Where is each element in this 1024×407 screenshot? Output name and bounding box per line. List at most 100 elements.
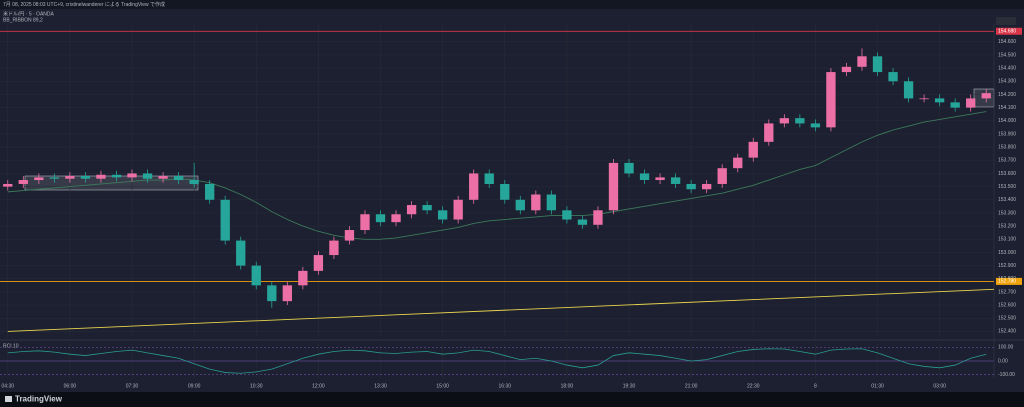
candle-body (966, 98, 976, 108)
candle-body (841, 66, 852, 73)
candle-body (220, 199, 230, 241)
y-tick-label: 152.600 (998, 302, 1016, 308)
candle-body (298, 270, 308, 286)
candle-body (748, 141, 758, 158)
candle-body (888, 72, 898, 82)
candle-body (717, 168, 727, 184)
chart-subtitle: 7月 08, 2025 08:03 UTC+9, cristinelwander… (3, 1, 165, 8)
candle-body (469, 173, 479, 200)
candle-body (437, 210, 448, 220)
x-tick-label: 21:00 (685, 383, 698, 389)
y-tick-label: 153.100 (998, 237, 1016, 243)
candle-body (779, 118, 789, 124)
x-tick-label: 04:30 (2, 383, 15, 389)
x-tick-label: 22:30 (747, 383, 760, 389)
rci-tick-label: 100.00 (998, 345, 1014, 351)
candle-body (111, 174, 122, 178)
candle-body (826, 72, 836, 128)
x-tick-label: 07:30 (126, 383, 139, 389)
ma-line (7, 111, 987, 240)
logo-icon (5, 396, 12, 402)
candle-body (919, 98, 929, 100)
candle-body (872, 56, 883, 73)
currency-button[interactable] (996, 17, 1016, 25)
candle-body (360, 214, 370, 231)
candle-body (422, 205, 432, 211)
candle-body (282, 285, 292, 302)
x-tick-label: 03:00 (933, 383, 946, 389)
chart-title: 米ドル/円 · 5 · OANDA (3, 10, 55, 17)
candle-body (49, 177, 60, 179)
candle-body (531, 194, 541, 211)
rci-tick-label: 0.00 (998, 358, 1008, 364)
candle-body (857, 56, 867, 67)
candle-body (80, 176, 91, 179)
y-tick-label: 153.900 (998, 131, 1016, 137)
candle-body (702, 183, 712, 190)
y-tick-label: 153.300 (998, 210, 1016, 216)
y-tick-label: 154.000 (998, 118, 1016, 124)
candle-body (686, 183, 696, 190)
y-tick-label: 154.600 (998, 39, 1016, 45)
x-tick-label: 18:00 (561, 383, 574, 389)
candle-body (391, 214, 401, 223)
candle-body (34, 177, 44, 181)
trendline (7, 288, 995, 332)
candle-body (515, 199, 525, 211)
candle-body (593, 210, 603, 225)
candle-body (950, 102, 960, 108)
candle-body (158, 176, 168, 179)
candle-body (484, 173, 494, 184)
y-tick-label: 153.400 (998, 197, 1016, 203)
y-tick-label: 153.600 (998, 171, 1016, 177)
y-tick-label: 154.500 (998, 52, 1016, 58)
candle-body (810, 123, 821, 128)
candle-body (795, 118, 805, 124)
candle-body (981, 93, 991, 99)
candle-body (142, 173, 153, 179)
candle-body (236, 240, 246, 266)
y-tick-label: 153.500 (998, 184, 1016, 190)
price-tag-label: 152.780 (998, 279, 1016, 285)
price-tag (996, 277, 1022, 285)
candle-body (251, 265, 261, 286)
candle-body (18, 180, 28, 184)
candle-body (344, 230, 355, 241)
x-tick-label: 01:30 (871, 383, 884, 389)
y-tick-label: 152.900 (998, 263, 1016, 269)
logo-text: TradingView (15, 395, 63, 404)
candle-body (733, 157, 743, 169)
x-tick-label: 8 (814, 383, 817, 389)
x-tick-label: 06:00 (64, 383, 77, 389)
x-tick-label: 09:00 (188, 383, 201, 389)
candle-body (764, 123, 774, 142)
header-bar (0, 0, 1024, 9)
candle-body (406, 205, 417, 215)
candle-body (500, 183, 510, 200)
x-tick-label: 16:30 (499, 383, 512, 389)
candle-body (903, 81, 914, 99)
candle-body (375, 214, 386, 223)
candle-body (127, 173, 137, 178)
rci-tick-label: -100.00 (998, 372, 1015, 378)
price-tag-label: 154.680 (998, 29, 1016, 35)
x-tick-label: 13:30 (374, 383, 387, 389)
candle-body (577, 219, 588, 225)
candle-body (313, 255, 324, 271)
footer-bar (0, 392, 1024, 407)
candle-body (205, 183, 215, 200)
y-tick-label: 154.300 (998, 79, 1016, 85)
price-tag (996, 27, 1022, 35)
x-tick-label: 10:30 (250, 383, 263, 389)
candle-body (329, 240, 339, 256)
candle-body (934, 98, 945, 103)
candle-body (670, 177, 681, 184)
candle-body (608, 162, 619, 211)
candle-body (655, 177, 665, 181)
x-tick-label: 15:00 (436, 383, 449, 389)
x-tick-label: 12:00 (312, 383, 325, 389)
candle-body (546, 194, 557, 211)
candle-body (65, 176, 75, 179)
rci-line (7, 348, 987, 374)
